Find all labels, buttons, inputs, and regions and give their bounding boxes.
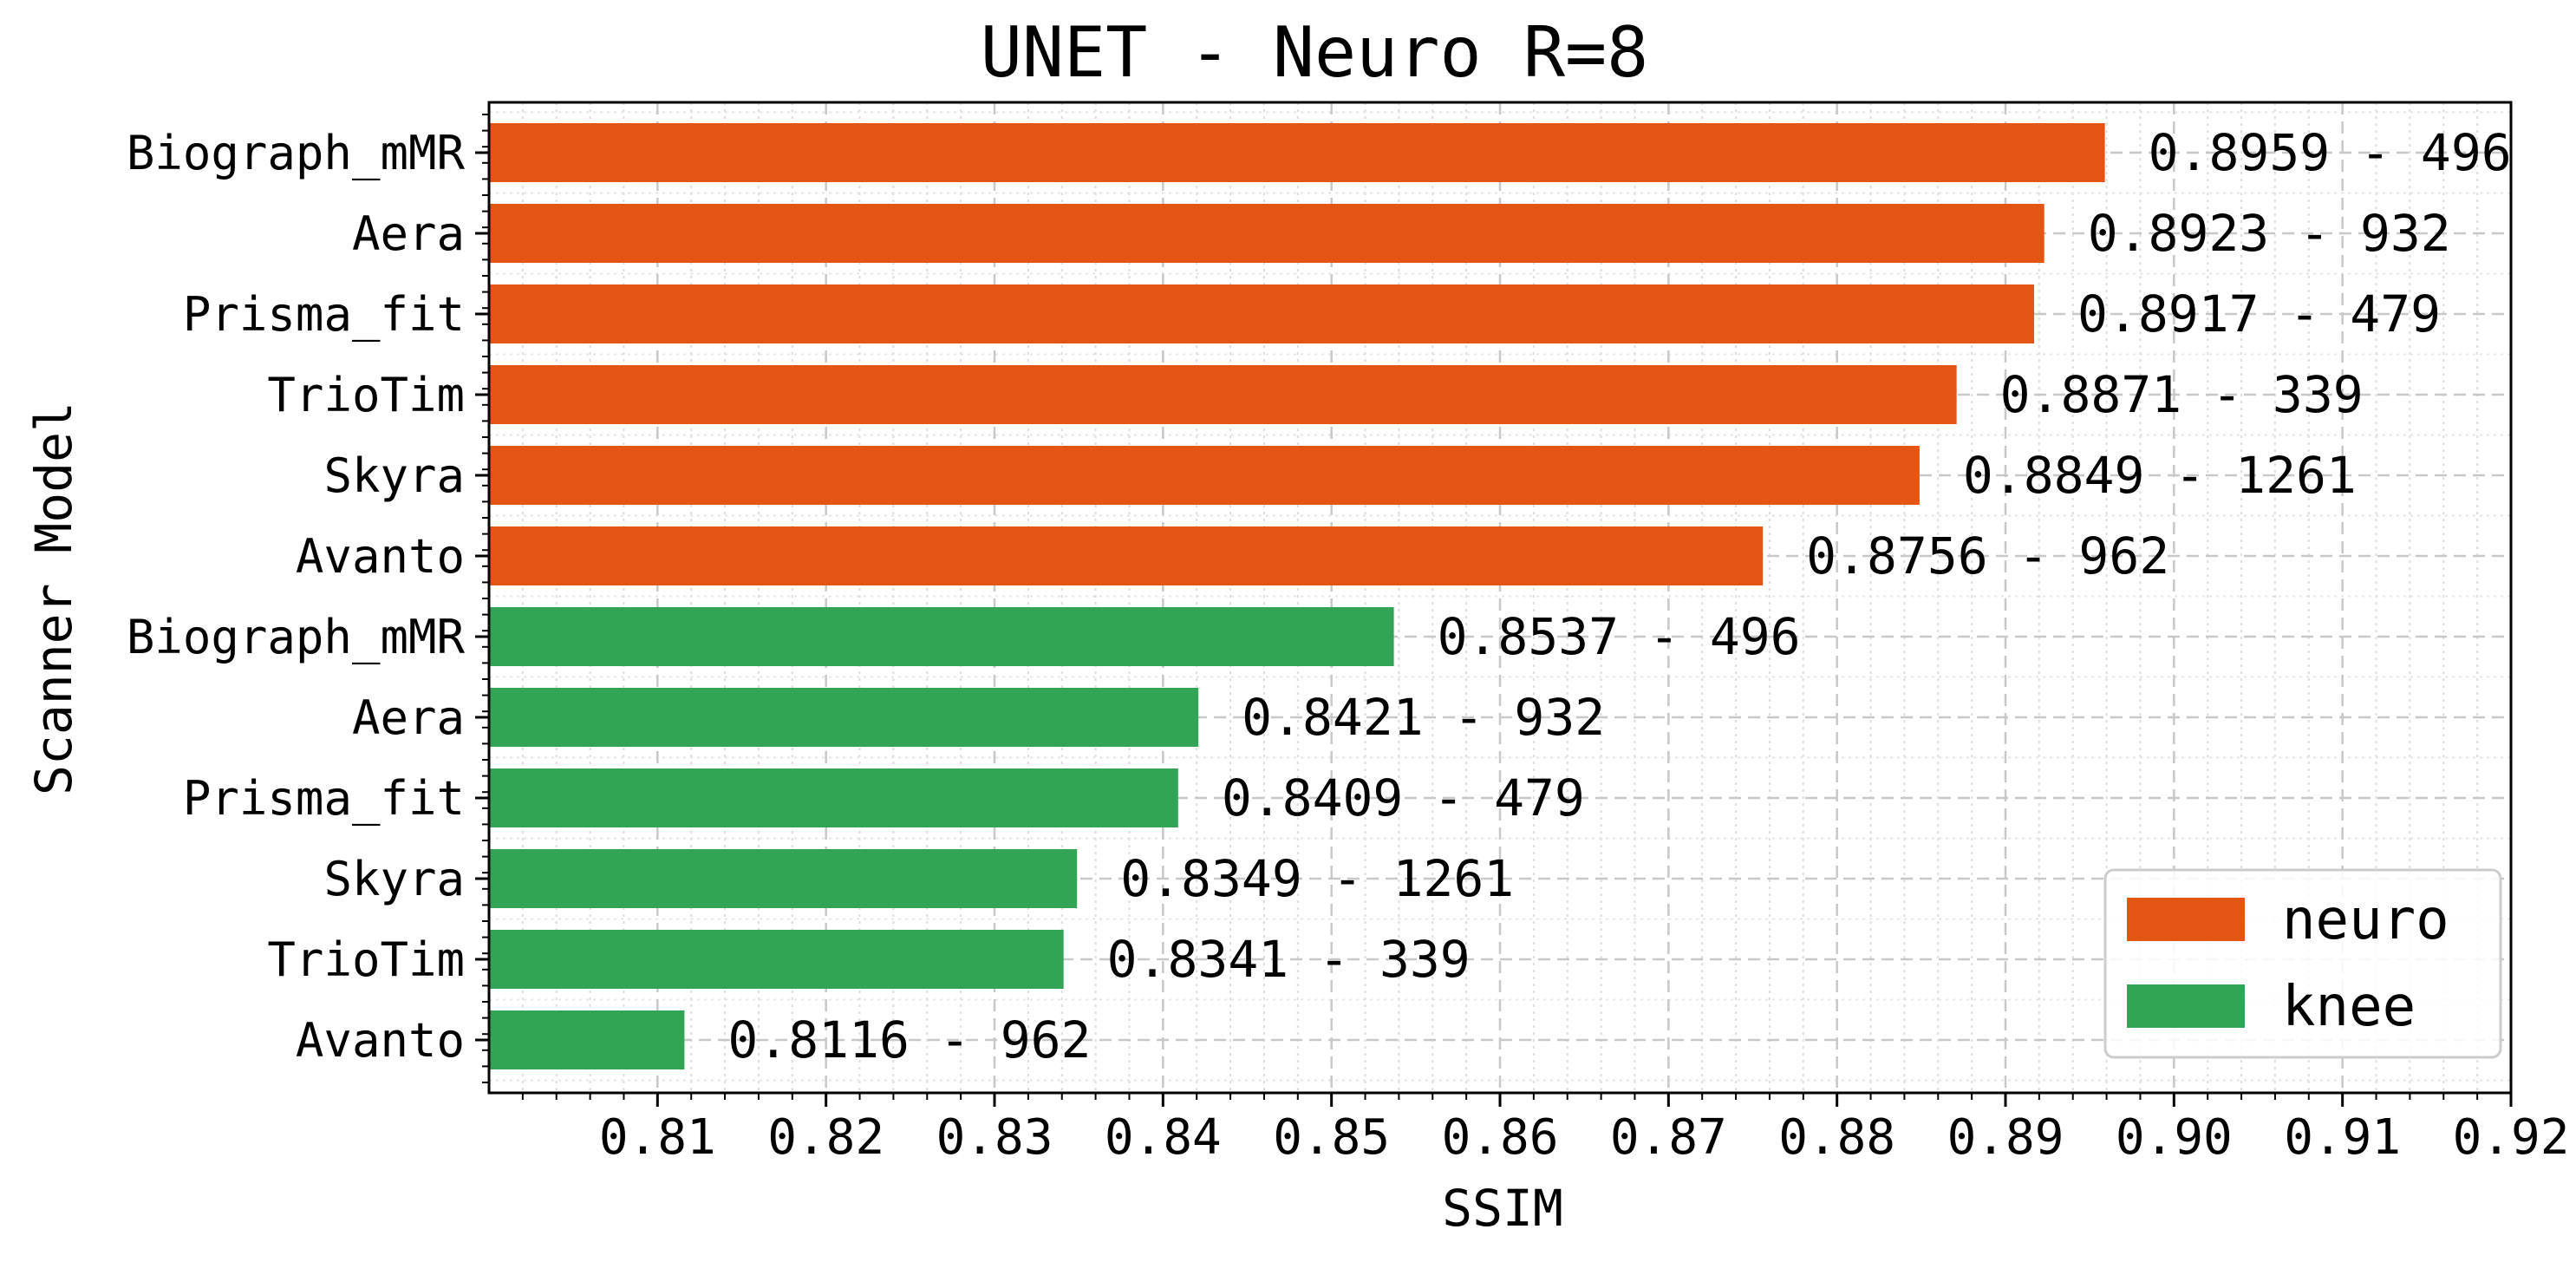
bar-neuro [489,526,1764,585]
bar-value-label: 0.8959 - 496 [2149,123,2512,182]
y-tick-label: Avanto [296,529,465,584]
legend-label-neuro: neuro [2282,888,2449,952]
y-axis-label: Scanner Model [24,402,83,795]
y-tick-label: TrioTim [267,932,465,987]
x-tick-label: 0.89 [1947,1109,2064,1166]
x-tick-label: 0.84 [1105,1109,1222,1166]
bar-knee [489,930,1064,989]
bar-value-label: 0.8756 - 962 [1806,526,2169,585]
bar-value-label: 0.8116 - 962 [727,1010,1091,1069]
y-tick-label: Aera [352,690,465,745]
bar-knee [489,607,1394,666]
bar-neuro [489,284,2035,343]
y-tick-label: Skyra [323,852,465,906]
bar-value-label: 0.8849 - 1261 [1963,446,2357,505]
bar-neuro [489,204,2044,263]
x-tick-label: 0.83 [936,1109,1053,1166]
y-tick-label: Aera [352,206,465,261]
bar-layer [489,123,2105,1069]
x-tick-label: 0.90 [2116,1109,2233,1166]
bar-value-label: 0.8349 - 1261 [1120,849,1514,908]
x-tick-label: 0.88 [1778,1109,1895,1166]
y-tick-label: Skyra [323,448,465,503]
y-tick-label: Prisma_fit [183,771,465,826]
y-tick-label: Prisma_fit [183,287,465,342]
legend-label-knee: knee [2282,975,2416,1039]
bar-neuro [489,123,2105,182]
y-tick-label: Biograph_mMR [127,126,466,180]
bar-value-label: 0.8917 - 479 [2077,284,2441,343]
bar-value-label: 0.8871 - 339 [2000,365,2364,424]
x-tick-label: 0.81 [599,1109,716,1166]
bar-knee [489,768,1178,827]
y-tick-label: Avanto [296,1013,465,1068]
bar-value-label: 0.8923 - 932 [2088,204,2451,263]
bar-value-label: 0.8341 - 339 [1107,930,1471,989]
x-tick-label: 0.86 [1442,1109,1559,1166]
x-tick-label: 0.82 [767,1109,884,1166]
bar-value-label: 0.8409 - 479 [1222,768,1585,827]
bar-knee [489,1010,685,1069]
y-tick-label: TrioTim [267,368,465,422]
bar-neuro [489,446,1920,505]
y-tick-label: Biograph_mMR [127,610,466,664]
legend-swatch-neuro [2127,898,2245,941]
bar-knee [489,849,1078,908]
x-axis-label: SSIM [1442,1179,1563,1238]
bar-neuro [489,365,1957,424]
legend-swatch-knee [2127,984,2245,1028]
x-tick-label: 0.85 [1273,1109,1390,1166]
label-layer: 0.81 0.82 0.83 0.84 0.85 0.86 0.87 0.88 0.89 0.90… [127,123,2570,1166]
bar-knee [489,688,1199,747]
x-tick-label: 0.92 [2453,1109,2570,1166]
x-tick-label: 0.87 [1610,1109,1727,1166]
tick-layer [475,114,2513,1107]
chart-title: UNET - Neuro R=8 [981,12,1649,93]
x-tick-label: 0.91 [2284,1109,2401,1166]
bar-value-label: 0.8421 - 932 [1242,688,1605,747]
legend: neuro knee [2103,868,2502,1059]
bar-value-label: 0.8537 - 496 [1438,607,1801,666]
